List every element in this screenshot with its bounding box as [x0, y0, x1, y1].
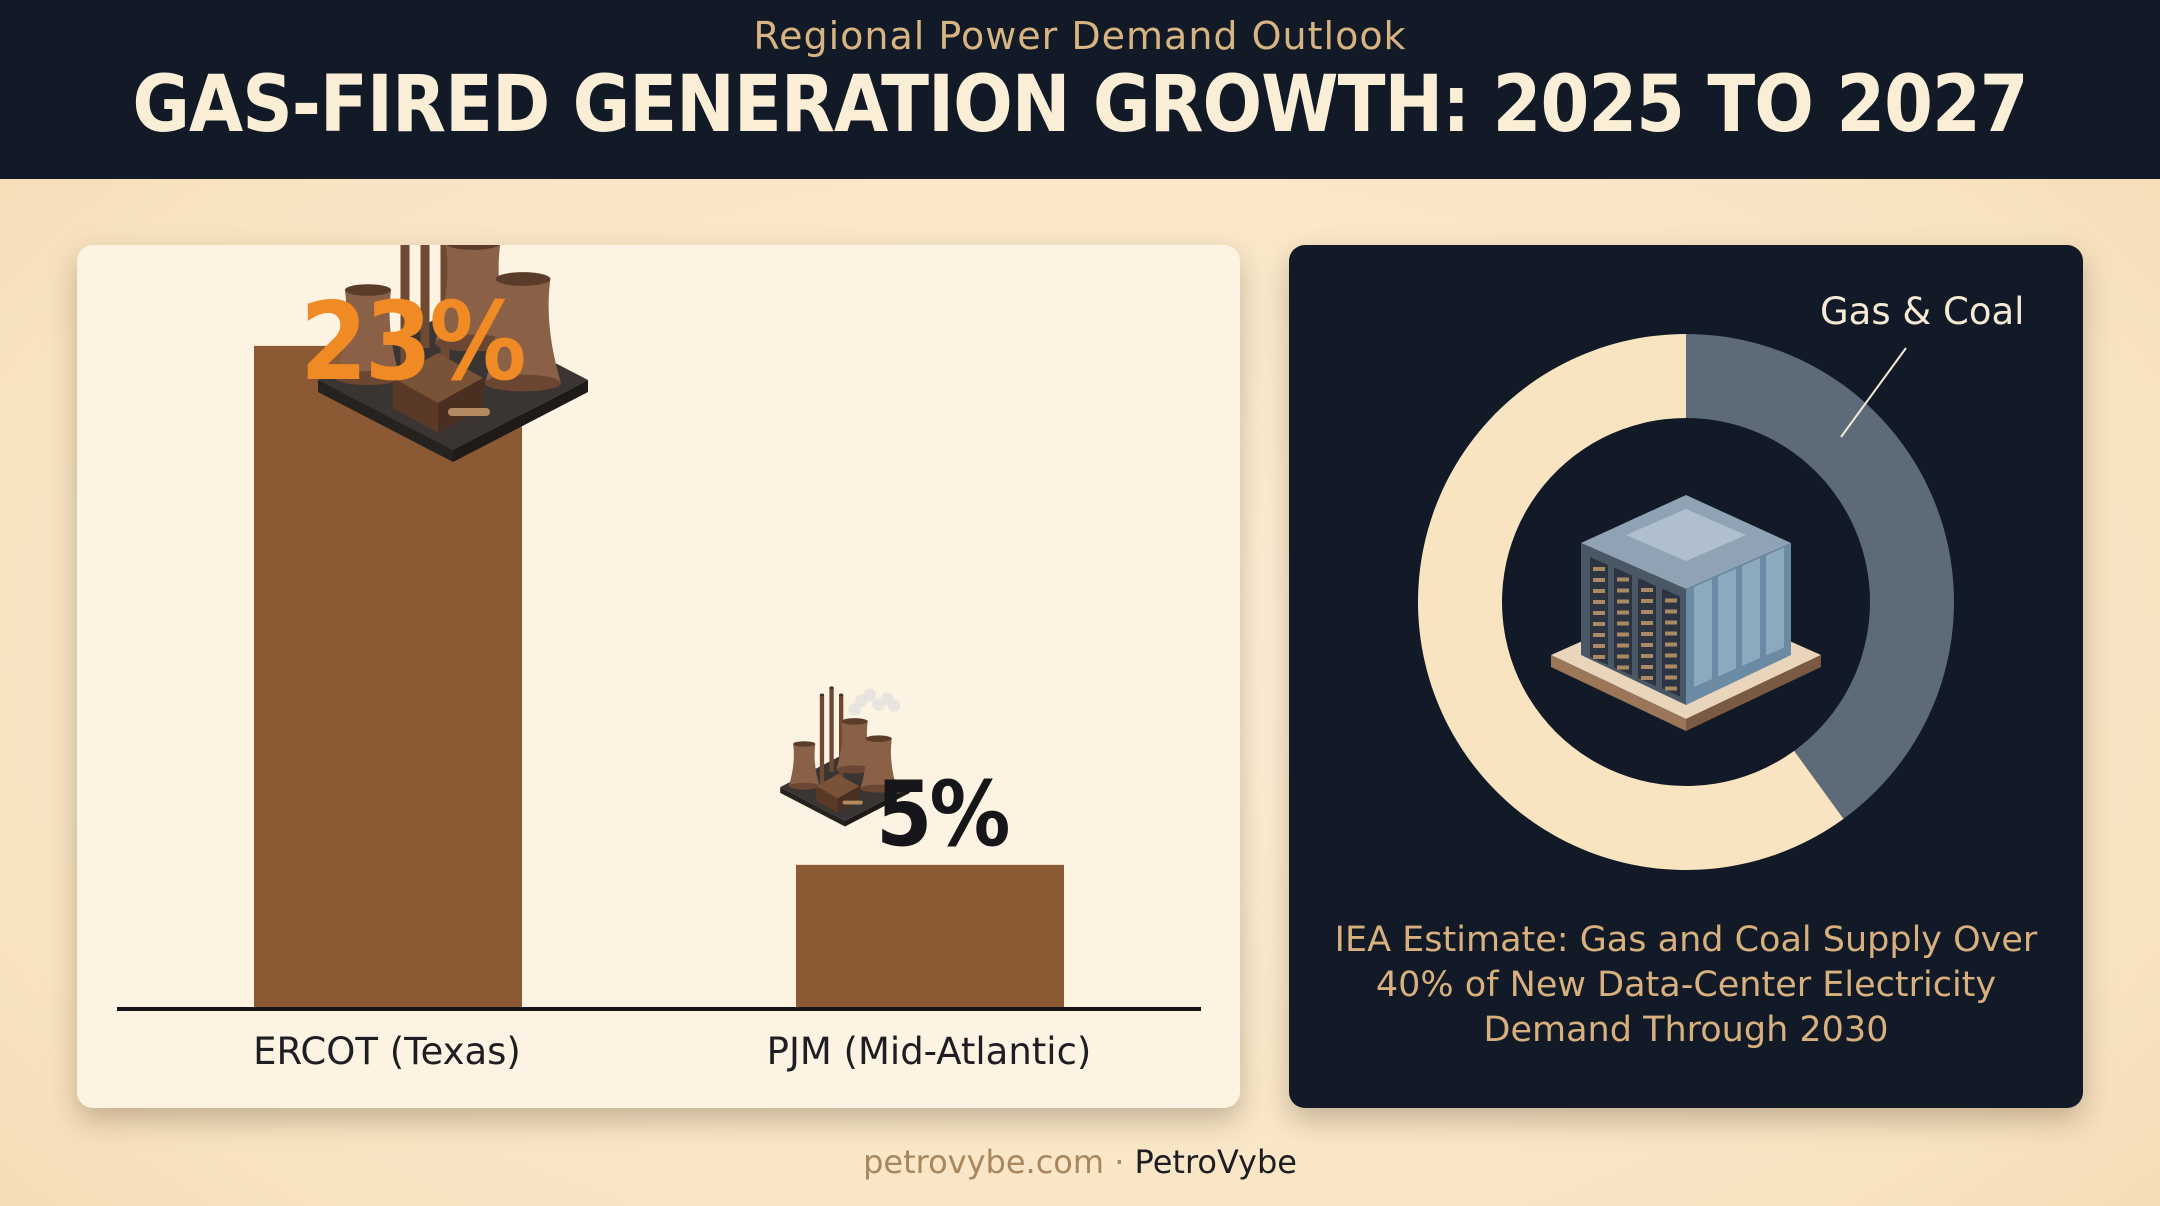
donut-slice-label-gas-coal: Gas & Coal [1820, 290, 2025, 333]
bar-category-label-ercot: ERCOT (Texas) [253, 1030, 521, 1073]
header-banner: Regional Power Demand Outlook GAS-FIRED … [0, 0, 2160, 179]
data-center-icon [1551, 495, 1821, 731]
header-kicker: Regional Power Demand Outlook [753, 14, 1407, 58]
bar-value-label-pjm: 5% [876, 762, 1010, 867]
donut-chart [1417, 334, 1954, 870]
bar-category-label-pjm: PJM (Mid-Atlantic) [766, 1030, 1092, 1073]
donut-slice-gas-coal [1686, 334, 1954, 819]
bar-pjm [796, 864, 1064, 1009]
donut-slice-other [1417, 334, 1844, 870]
footer-site-link[interactable]: petrovybe.com [863, 1143, 1105, 1181]
bar-chart [117, 245, 1201, 1011]
power-plant-icon-small [780, 686, 910, 827]
footer-separator: · [1104, 1143, 1135, 1181]
donut-chart-card [1289, 245, 2083, 1108]
footer-brand: PetroVybe [1134, 1143, 1297, 1181]
bar-ercot [254, 345, 522, 1010]
donut-caption: IEA Estimate: Gas and Coal Supply Over 4… [1334, 920, 2038, 1050]
donut-callout-leader [1840, 347, 1907, 438]
power-plant-icon-large [318, 245, 588, 462]
page-title: GAS-FIRED GENERATION GROWTH: 2025 TO 202… [132, 60, 2028, 150]
footer: petrovybe.com · PetroVybe [0, 1143, 2160, 1181]
bar-chart-card [77, 245, 1240, 1108]
bar-value-label-ercot: 23% [300, 280, 527, 405]
